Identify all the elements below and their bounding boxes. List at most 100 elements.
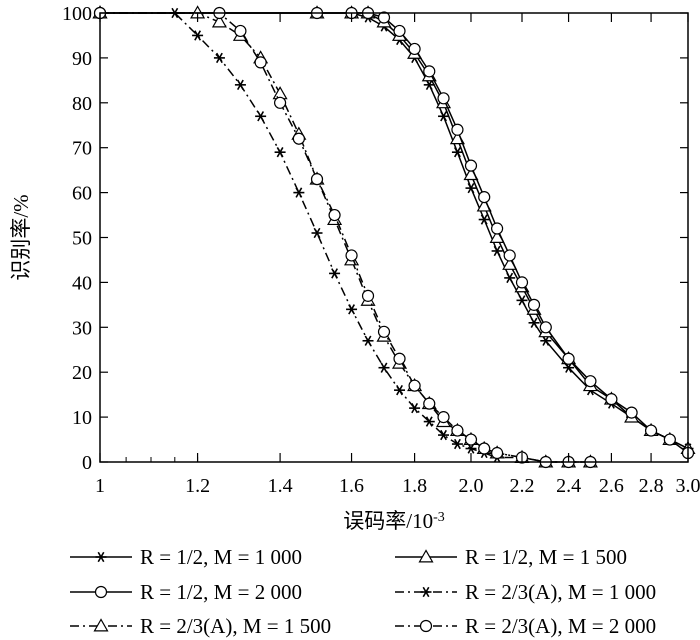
data-point (394, 384, 406, 396)
series-3 (93, 6, 695, 460)
data-point (423, 65, 436, 78)
circle-marker-shape (254, 56, 267, 69)
data-point (408, 42, 421, 56)
x-tick-label: 1 (95, 475, 105, 497)
star-marker-stroke (530, 317, 538, 328)
circle-marker-shape (437, 411, 450, 424)
data-point (292, 132, 305, 145)
circle-marker-shape (393, 24, 406, 38)
series-line (100, 12, 591, 463)
triangle-marker-shape (418, 549, 434, 563)
series-line (100, 12, 591, 463)
x-tick-label: 2.2 (509, 475, 534, 497)
circle-marker-shape (478, 442, 491, 455)
data-point (393, 352, 406, 365)
y-tick-label: 30 (72, 317, 92, 339)
data-point (311, 227, 323, 239)
y-tick-label: 0 (82, 452, 92, 474)
data-point (423, 397, 436, 410)
circle-marker-shape (273, 96, 287, 109)
x-tick-label: 2.8 (639, 475, 664, 497)
data-point (465, 182, 477, 194)
x-axis-title-exponent: -3 (433, 510, 445, 525)
star-marker-stroke (440, 111, 447, 122)
star-marker-stroke (425, 416, 433, 427)
legend: R = 1/2, M = 1 000 R = 1/2, M = 1 500 R = … (70, 545, 656, 638)
star-marker-stroke (480, 214, 488, 225)
y-tick-label: 60 (72, 183, 92, 205)
series-2 (92, 5, 696, 455)
data-point (539, 321, 552, 334)
circle-marker-shape (584, 375, 597, 388)
circle-marker-shape (292, 132, 305, 145)
data-point (361, 289, 375, 302)
legend-item-5: R = 2/3(A), M = 1 500 (70, 614, 331, 638)
data-point (451, 424, 464, 437)
plot-layer (92, 5, 696, 469)
data-point (362, 335, 374, 346)
circle-marker-shape (377, 11, 391, 24)
data-point (213, 52, 225, 64)
star-marker-stroke (364, 335, 372, 346)
triangle-marker-shape (211, 14, 227, 28)
star-marker-stroke (257, 111, 265, 122)
y-tick-label: 100 (62, 3, 92, 25)
data-point (515, 276, 529, 289)
circle-marker-shape (491, 222, 504, 235)
data-point (584, 375, 597, 388)
legend-item-1: R = 1/2, M = 1 000 (70, 545, 302, 569)
series-1 (94, 7, 694, 454)
x-tick-label: 2.6 (599, 475, 624, 497)
data-point (451, 123, 464, 136)
legend-item-4: R = 2/3(A), M = 1 000 (395, 580, 656, 604)
data-point (377, 325, 391, 338)
data-point (234, 79, 246, 91)
data-point (254, 56, 267, 69)
x-tick-label: 3.0 (676, 475, 700, 497)
star-marker-stroke (467, 182, 475, 194)
circle-marker-shape (539, 321, 552, 334)
data-point (273, 96, 287, 109)
circle-marker-shape (625, 406, 638, 419)
star-marker-stroke (380, 362, 388, 373)
data-point (451, 147, 463, 158)
data-point (491, 245, 503, 257)
data-point (516, 295, 528, 306)
x-tick-label: 1.8 (402, 475, 427, 497)
x-tick-label: 1.4 (268, 475, 293, 497)
legend-label: R = 1/2, M = 2 000 (140, 580, 302, 604)
circle-marker-shape (234, 24, 247, 38)
legend-label: R = 2/3(A), M = 1 000 (465, 580, 656, 604)
x-tick-label: 2.4 (556, 475, 581, 497)
circle-marker-shape (408, 42, 421, 56)
circle-marker-shape (419, 619, 433, 633)
data-point (663, 433, 676, 446)
circle-marker-shape (527, 298, 541, 311)
circle-marker-shape (503, 249, 516, 262)
data-point (255, 111, 267, 122)
circle-marker-shape (451, 123, 464, 136)
data-point (491, 222, 504, 235)
legend-item-6: R = 2/3(A), M = 2 000 (395, 614, 656, 638)
y-tick-label: 20 (72, 362, 92, 384)
data-point (192, 30, 204, 41)
star-marker-stroke (295, 187, 303, 198)
x-tick-label: 1.6 (339, 475, 364, 497)
data-point (478, 214, 490, 225)
y-axis-title: 识别率/% (9, 194, 33, 280)
series-line (100, 12, 591, 463)
circle-marker-shape (423, 397, 436, 410)
legend-marker (95, 551, 107, 563)
x-axis-title-base: 误码率/10 (343, 509, 433, 533)
x-tick-label: 1.2 (185, 475, 210, 497)
data-point (438, 111, 450, 122)
y-tick-label: 80 (72, 93, 92, 115)
star-marker-stroke (396, 384, 403, 396)
circle-marker-shape (464, 159, 478, 172)
data-point (378, 362, 390, 373)
legend-label: R = 1/2, M = 1 000 (140, 545, 302, 569)
axes-layer: 0 10 20 30 40 50 60 70 80 90 100 1 1.2 1.4 1.6 1.8 2.0 2.… (62, 3, 700, 497)
triangle-marker-shape (93, 618, 109, 632)
series-line (100, 12, 689, 454)
